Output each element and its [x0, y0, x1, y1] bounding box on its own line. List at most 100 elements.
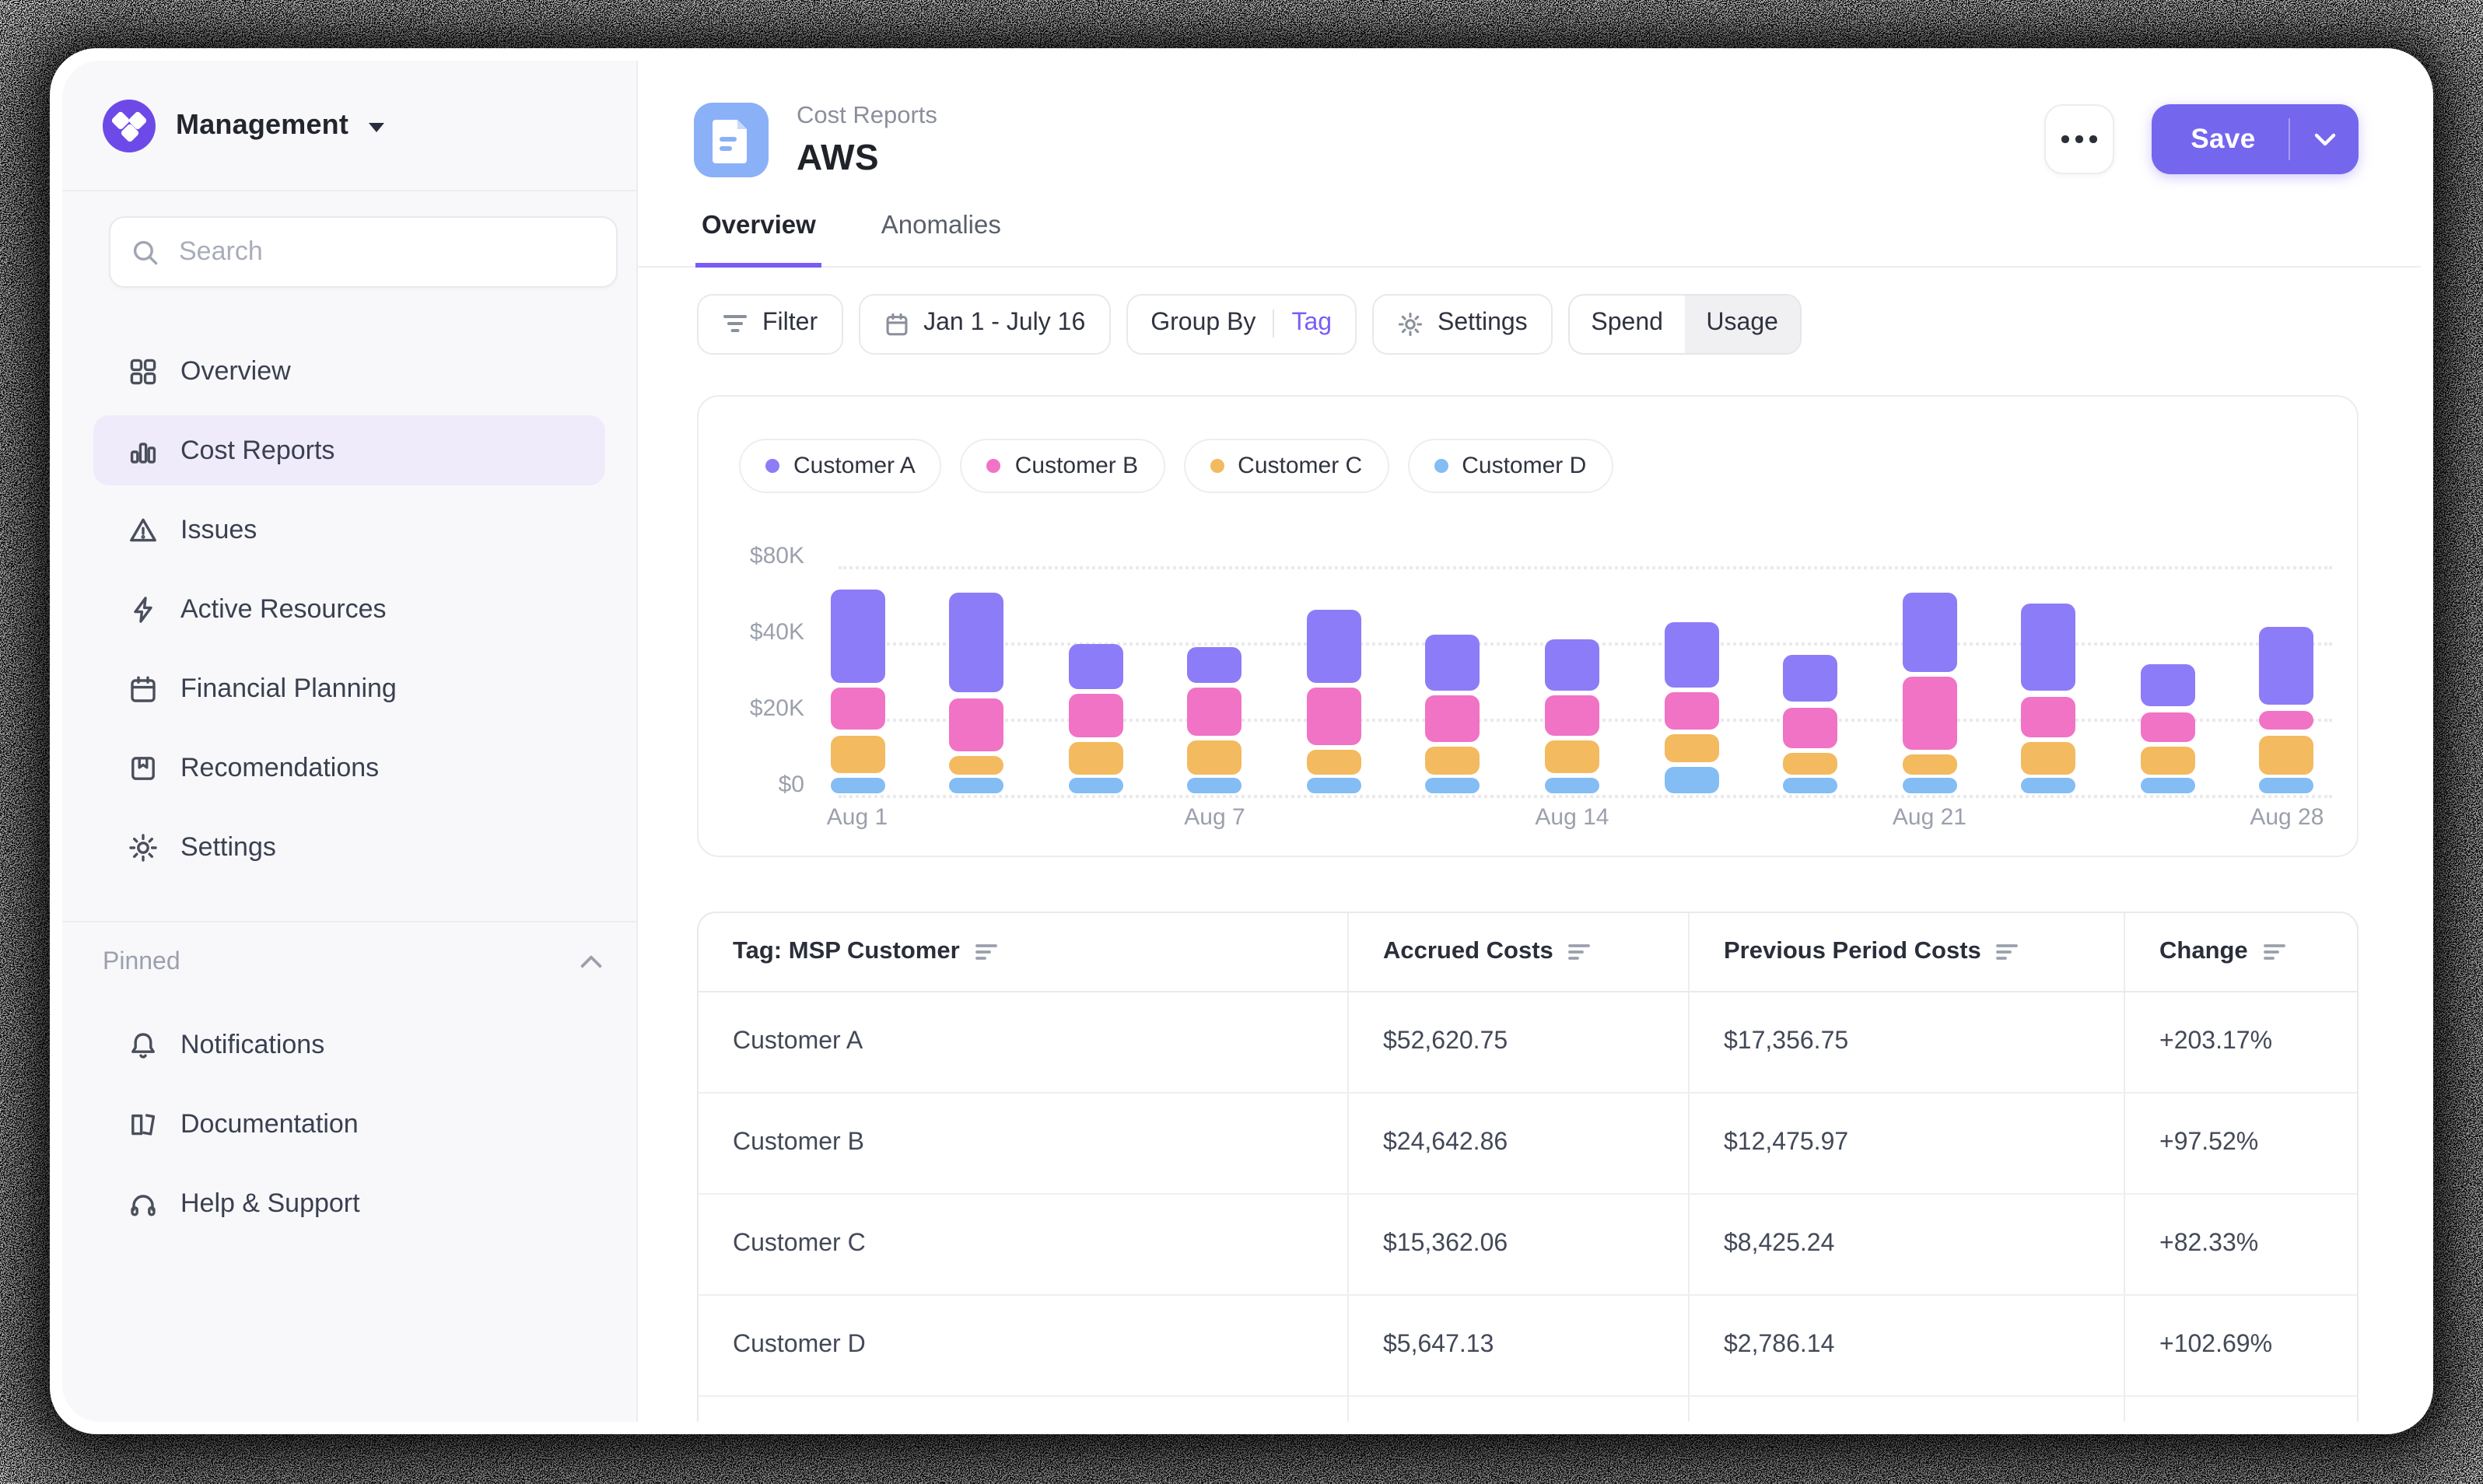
bar-segment-customer-d[interactable] [1902, 777, 1957, 794]
bar-segment-customer-c[interactable] [1664, 734, 1719, 763]
bar-segment-customer-b[interactable] [1306, 688, 1361, 745]
bar-segment-customer-c[interactable] [1902, 754, 1957, 774]
sort-icon[interactable] [1996, 942, 2020, 961]
save-divider [2289, 118, 2290, 160]
bar-segment-customer-b[interactable] [1068, 694, 1123, 737]
bar-segment-customer-d[interactable] [2140, 777, 2195, 794]
bar-segment-customer-a[interactable] [830, 589, 884, 683]
save-button[interactable]: Save [2191, 123, 2256, 154]
bar-segment-customer-a[interactable] [2259, 626, 2314, 705]
bar-segment-customer-b[interactable] [1783, 707, 1838, 749]
bar-segment-customer-d[interactable] [2259, 777, 2314, 794]
toggle-option-usage[interactable]: Usage [1684, 295, 1800, 352]
sidebar-item-overview[interactable]: Overview [93, 336, 605, 406]
table-row[interactable]: Customer D $5,647.13 $2,786.14 +102.69% [699, 1295, 2357, 1396]
bar-segment-customer-b[interactable] [1902, 677, 1957, 751]
bar-segment-customer-a[interactable] [1783, 655, 1838, 702]
bar-segment-customer-d[interactable] [830, 777, 884, 794]
table-row[interactable]: Customer B $24,642.86 $12,475.97 +97.52% [699, 1093, 2357, 1194]
column-header-accrued-costs[interactable]: Accrued Costs [1347, 912, 1688, 990]
tab-anomalies[interactable]: Anomalies [881, 212, 1001, 240]
bar-segment-customer-a[interactable] [1425, 634, 1480, 691]
search-input[interactable] [176, 235, 594, 269]
bar-segment-customer-d[interactable] [1783, 777, 1838, 794]
workspace-switcher[interactable]: Management [62, 61, 636, 191]
bar-segment-customer-b[interactable] [1544, 695, 1599, 736]
table-row[interactable] [699, 1396, 2357, 1422]
bar-segment-customer-b[interactable] [2259, 711, 2314, 730]
sidebar-item-financial-planning[interactable]: Financial Planning [93, 653, 605, 723]
sidebar-pinned-item-notifications[interactable]: Notifications [93, 1010, 605, 1080]
bar-segment-customer-d[interactable] [1544, 777, 1599, 794]
sort-icon[interactable] [975, 942, 999, 961]
column-header-change[interactable]: Change [2124, 912, 2357, 990]
bar-segment-customer-b[interactable] [2140, 712, 2195, 742]
bar-segment-customer-a[interactable] [2021, 604, 2076, 691]
bar-segment-customer-b[interactable] [1187, 688, 1242, 737]
bar-segment-customer-d[interactable] [2021, 777, 2076, 794]
sidebar-pinned-item-documentation[interactable]: Documentation [93, 1089, 605, 1159]
sidebar-item-issues[interactable]: Issues [93, 495, 605, 565]
bar-segment-customer-c[interactable] [1783, 753, 1838, 774]
table-row[interactable]: Customer A $52,620.75 $17,356.75 +203.17% [699, 992, 2357, 1093]
more-options-button[interactable] [2044, 104, 2114, 174]
bar-segment-customer-a[interactable] [1664, 622, 1719, 688]
bar-segment-customer-a[interactable] [949, 592, 1004, 693]
bar-segment-customer-d[interactable] [1187, 777, 1242, 794]
chart-settings-button[interactable]: Settings [1372, 293, 1553, 354]
group-by-control[interactable]: Group By Tag [1126, 293, 1357, 354]
legend-item-customer-c[interactable]: Customer C [1183, 438, 1389, 492]
bar-segment-customer-a[interactable] [1544, 639, 1599, 691]
bar-segment-customer-b[interactable] [2021, 696, 2076, 737]
sort-icon[interactable] [2263, 942, 2287, 961]
bar-segment-customer-d[interactable] [1068, 777, 1123, 794]
sidebar-item-recomendations[interactable]: Recomendations [93, 733, 605, 803]
bar-segment-customer-a[interactable] [2140, 664, 2195, 707]
filter-button[interactable]: Filter [697, 293, 843, 354]
legend-item-customer-d[interactable]: Customer D [1407, 438, 1613, 492]
bar-segment-customer-d[interactable] [1664, 766, 1719, 794]
sort-icon[interactable] [1568, 942, 1592, 961]
bar-segment-customer-c[interactable] [1306, 749, 1361, 774]
chart-legend: Customer A Customer B Customer C Customer D [739, 438, 1613, 492]
sidebar-pinned-item-help-support[interactable]: Help & Support [93, 1168, 605, 1238]
bar-segment-customer-c[interactable] [2259, 735, 2314, 774]
sidebar-item-settings[interactable]: Settings [93, 812, 605, 882]
bar-segment-customer-d[interactable] [1425, 777, 1480, 794]
table-cell: $15,362.06 [1347, 1194, 1688, 1293]
bar-segment-customer-c[interactable] [1187, 740, 1242, 774]
bar-segment-customer-a[interactable] [1902, 592, 1957, 673]
chevron-down-icon [369, 122, 385, 131]
bar-segment-customer-a[interactable] [1306, 609, 1361, 683]
column-header-previous-period-costs[interactable]: Previous Period Costs [1688, 912, 2124, 990]
bar-segment-customer-b[interactable] [830, 688, 884, 730]
legend-item-customer-b[interactable]: Customer B [960, 438, 1165, 492]
bar-segment-customer-b[interactable] [1664, 692, 1719, 730]
toggle-option-spend[interactable]: Spend [1591, 310, 1663, 336]
bar-segment-customer-a[interactable] [1187, 647, 1242, 683]
legend-item-customer-a[interactable]: Customer A [739, 438, 942, 492]
bar-segment-customer-a[interactable] [1068, 643, 1123, 690]
bar-segment-customer-d[interactable] [1306, 777, 1361, 794]
save-split-button[interactable]: Save [2152, 104, 2359, 174]
column-header-tag-msp-customer[interactable]: Tag: MSP Customer [699, 912, 1347, 990]
tab-overview[interactable]: Overview [695, 212, 822, 268]
sidebar-item-active-resources[interactable]: Active Resources [93, 574, 605, 644]
bar-segment-customer-c[interactable] [1068, 742, 1123, 774]
table-row[interactable]: Customer C $15,362.06 $8,425.24 +82.33% [699, 1194, 2357, 1295]
sidebar-item-cost-reports[interactable]: Cost Reports [93, 415, 605, 485]
bar-segment-customer-c[interactable] [1425, 747, 1480, 774]
save-dropdown-button[interactable] [2290, 131, 2359, 147]
bar-segment-customer-b[interactable] [1425, 695, 1480, 743]
bar-segment-customer-c[interactable] [949, 755, 1004, 774]
bar-segment-customer-c[interactable] [2021, 742, 2076, 774]
bar-segment-customer-b[interactable] [949, 698, 1004, 751]
group-by-value[interactable]: Tag [1291, 310, 1333, 336]
bar-segment-customer-d[interactable] [949, 777, 1004, 794]
pinned-section-header[interactable]: Pinned [62, 944, 636, 982]
chevron-down-icon [2313, 132, 2335, 145]
date-range-button[interactable]: Jan 1 - July 16 [858, 293, 1111, 354]
bar-segment-customer-c[interactable] [1544, 740, 1599, 774]
bar-segment-customer-c[interactable] [830, 735, 884, 774]
bar-segment-customer-c[interactable] [2140, 746, 2195, 774]
